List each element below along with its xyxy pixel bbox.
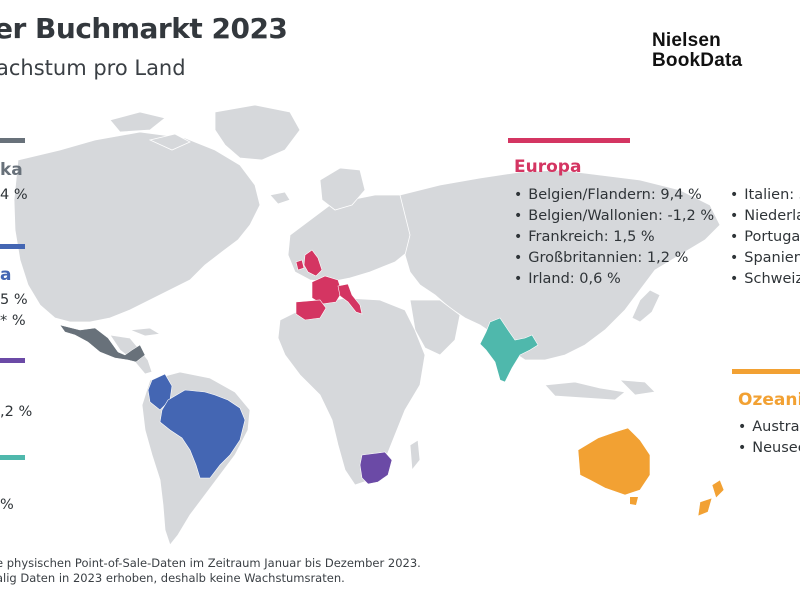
page-subtitle: achstum pro Land xyxy=(0,56,186,80)
new-zealand-shape xyxy=(697,479,725,517)
uk-ireland-shape xyxy=(295,249,323,277)
europa-list-col2: Italien: 3 Niederlan Portugal: Spanien: … xyxy=(730,185,800,290)
europa-item: Spanien: xyxy=(730,248,800,269)
nordamerika-bar xyxy=(0,138,25,143)
brazil-shape xyxy=(159,389,246,479)
europa-item: Frankreich: 1,5 % xyxy=(514,227,714,248)
india-shape xyxy=(479,317,539,383)
europa-list-col1: Belgien/Flandern: 9,4 % Belgien/Wallonie… xyxy=(514,185,714,290)
france-benelux-shape xyxy=(311,275,343,305)
suedamerika-value-1: 5 % xyxy=(0,292,28,308)
nordamerika-value-1: 4 % xyxy=(0,187,28,203)
footnote-line-1: e physischen Point-of-Sale-Daten im Zeit… xyxy=(0,556,421,570)
indonesia-land xyxy=(544,381,626,401)
scandinavia-land xyxy=(319,167,366,211)
afrika-bar xyxy=(0,358,25,363)
logo-line-2: BookData xyxy=(652,50,743,71)
europa-item: Niederlan xyxy=(730,206,800,227)
north-america-land xyxy=(13,131,261,323)
suedamerika-bar xyxy=(0,244,25,249)
africa-land xyxy=(277,297,426,486)
europa-item: Belgien/Wallonien: -1,2 % xyxy=(514,206,714,227)
australia-shape xyxy=(577,427,651,496)
spain-portugal-shape xyxy=(295,299,327,321)
europa-item: Großbritannien: 1,2 % xyxy=(514,248,714,269)
afrika-value-1: ,2 % xyxy=(0,404,33,420)
nordamerika-title: ka xyxy=(0,160,23,180)
mexico-shape xyxy=(59,324,146,363)
page-title: er Buchmarkt 2023 xyxy=(0,12,288,45)
footnote: e physischen Point-of-Sale-Daten im Zeit… xyxy=(0,556,421,586)
europa-item: Belgien/Flandern: 9,4 % xyxy=(514,185,714,206)
ozeanien-bar xyxy=(732,369,800,374)
logo-line-1: Nielsen xyxy=(652,30,721,51)
suedamerika-title: a xyxy=(0,265,12,285)
greenland-land xyxy=(214,104,301,161)
asien-value-1: % xyxy=(0,497,14,513)
europa-item: Portugal: xyxy=(730,227,800,248)
ozeanien-item: Australi xyxy=(738,417,800,438)
europa-item: Irland: 0,6 % xyxy=(514,269,714,290)
europa-bar xyxy=(508,138,630,143)
south-africa-shape xyxy=(359,451,393,485)
suedamerika-value-2: * % xyxy=(0,313,26,329)
asien-bar xyxy=(0,455,25,460)
nielsen-bookdata-logo: Nielsen BookData xyxy=(652,31,742,71)
tasmania-shape xyxy=(630,497,638,505)
europa-title: Europa xyxy=(514,157,582,177)
arabia-land xyxy=(409,299,461,356)
europa-item: Schweiz: xyxy=(730,269,800,290)
europa-item: Italien: 3 xyxy=(730,185,800,206)
japan-land xyxy=(631,289,661,323)
ozeanien-title: Ozeanie xyxy=(738,390,800,410)
footnote-line-2: alig Daten in 2023 erhoben, deshalb kein… xyxy=(0,571,345,585)
italy-switzerland-shape xyxy=(337,283,363,315)
